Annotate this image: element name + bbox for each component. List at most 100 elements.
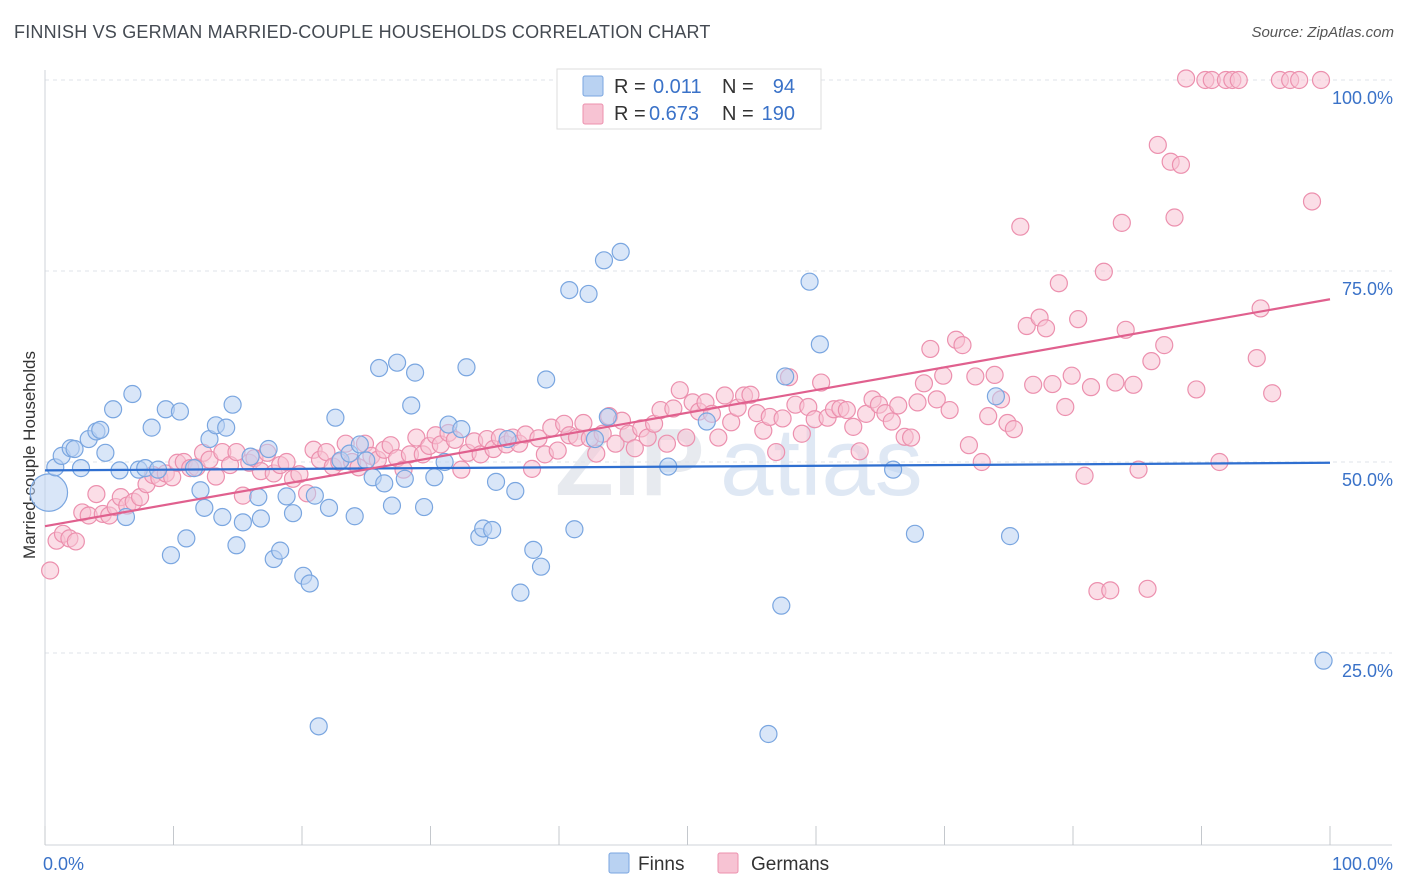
- finns-point: [598, 407, 617, 427]
- finns-point: [776, 367, 795, 386]
- germans-point: [1187, 380, 1206, 399]
- finns-bottom-label: Finns: [638, 854, 684, 875]
- germans-point: [837, 400, 856, 420]
- germans-point: [985, 365, 1004, 385]
- germans-point: [1229, 70, 1248, 90]
- finns-point: [759, 724, 778, 744]
- germans-point: [1011, 217, 1030, 236]
- germans-point: [1290, 70, 1309, 90]
- germans-point: [1106, 373, 1125, 392]
- finns-point: [506, 481, 525, 501]
- finns-point: [395, 469, 414, 488]
- y-tick-label: 100.0%: [1332, 88, 1393, 108]
- germans-point: [940, 400, 959, 420]
- series-legend: Finns Germans: [608, 852, 829, 875]
- finns-r-label: R =: [614, 76, 646, 98]
- germans-point: [1112, 213, 1131, 232]
- axis-ticks: [44, 826, 1331, 845]
- source-attribution: Source: ZipAtlas.com: [1251, 24, 1394, 41]
- finns-n-value: 94: [773, 76, 795, 98]
- finns-point: [511, 583, 530, 602]
- germans-point: [812, 373, 831, 392]
- germans-point: [664, 399, 683, 418]
- finns-series: [29, 242, 1333, 744]
- germans-point: [1017, 316, 1036, 336]
- germans-point: [741, 385, 760, 404]
- finns-point: [259, 439, 278, 459]
- finns-point: [191, 481, 210, 500]
- germans-point: [1124, 375, 1143, 394]
- germans-point: [850, 442, 869, 461]
- germans-r-label: R =: [614, 103, 646, 125]
- finns-point: [249, 488, 268, 507]
- germans-point: [1069, 310, 1088, 329]
- y-tick-labels: 25.0% 50.0% 75.0% 100.0%: [1332, 88, 1393, 681]
- finns-point: [91, 420, 110, 440]
- germans-legend-swatch: [582, 103, 604, 125]
- germans-point: [407, 428, 426, 447]
- germans-point: [1081, 378, 1101, 397]
- germans-point: [1075, 466, 1094, 485]
- finns-point: [1314, 651, 1333, 670]
- finns-point: [883, 460, 903, 479]
- germans-point: [1171, 155, 1191, 174]
- finns-point: [483, 520, 502, 540]
- finns-point: [300, 574, 319, 593]
- finns-point: [375, 474, 394, 493]
- germans-point: [670, 381, 689, 400]
- germans-point: [452, 460, 471, 479]
- finns-point: [170, 402, 190, 421]
- finns-point: [425, 468, 444, 487]
- finns-point: [585, 429, 605, 449]
- germans-point: [1138, 579, 1157, 598]
- germans-point: [1165, 208, 1184, 227]
- finns-point: [986, 387, 1006, 406]
- finns-point: [402, 396, 421, 415]
- germans-point: [41, 561, 60, 580]
- germans-point: [927, 390, 946, 409]
- germans-point: [1302, 192, 1322, 211]
- finns-point: [594, 251, 614, 270]
- germans-point: [1251, 299, 1270, 318]
- germans-point: [767, 442, 786, 462]
- finns-point: [213, 507, 232, 527]
- germans-point: [966, 367, 985, 386]
- finns-point: [350, 435, 369, 454]
- axes: [44, 70, 1392, 846]
- germans-point: [522, 459, 542, 478]
- finns-point: [457, 358, 476, 377]
- germans-point: [959, 436, 979, 455]
- germans-point: [1247, 348, 1266, 368]
- finns-point: [227, 536, 246, 555]
- finns-point: [96, 443, 115, 462]
- germans-point: [979, 407, 998, 426]
- germans-point: [1142, 352, 1161, 371]
- finns-point: [611, 242, 630, 261]
- x-tick-labels: 0.0% 100.0%: [43, 854, 1393, 874]
- germans-point: [1056, 397, 1075, 417]
- germans-point: [773, 409, 792, 428]
- finns-point: [486, 472, 506, 491]
- finns-trend-line: [44, 461, 1331, 472]
- finns-bottom-swatch: [608, 852, 630, 874]
- y-tick-label: 50.0%: [1342, 470, 1393, 490]
- germans-point: [914, 374, 934, 393]
- finns-point: [772, 596, 791, 615]
- chart-title: FINNISH VS GERMAN MARRIED-COUPLE HOUSEHO…: [14, 22, 711, 42]
- finns-point: [524, 540, 543, 559]
- germans-point: [677, 428, 696, 447]
- y-axis-title: Married-couple Households: [20, 351, 39, 559]
- finns-point: [697, 412, 716, 431]
- germans-point: [1148, 135, 1167, 155]
- germans-point: [908, 393, 927, 412]
- germans-point: [1036, 319, 1056, 338]
- germans-point: [889, 396, 908, 415]
- finns-point: [326, 408, 345, 427]
- germans-point: [1004, 420, 1023, 439]
- germans-point: [792, 424, 811, 443]
- stats-legend: R = 0.011 N = 94 R = 0.673 N = 190: [556, 68, 822, 130]
- germans-point: [882, 412, 901, 431]
- finns-point: [177, 529, 196, 548]
- finns-point: [223, 395, 242, 414]
